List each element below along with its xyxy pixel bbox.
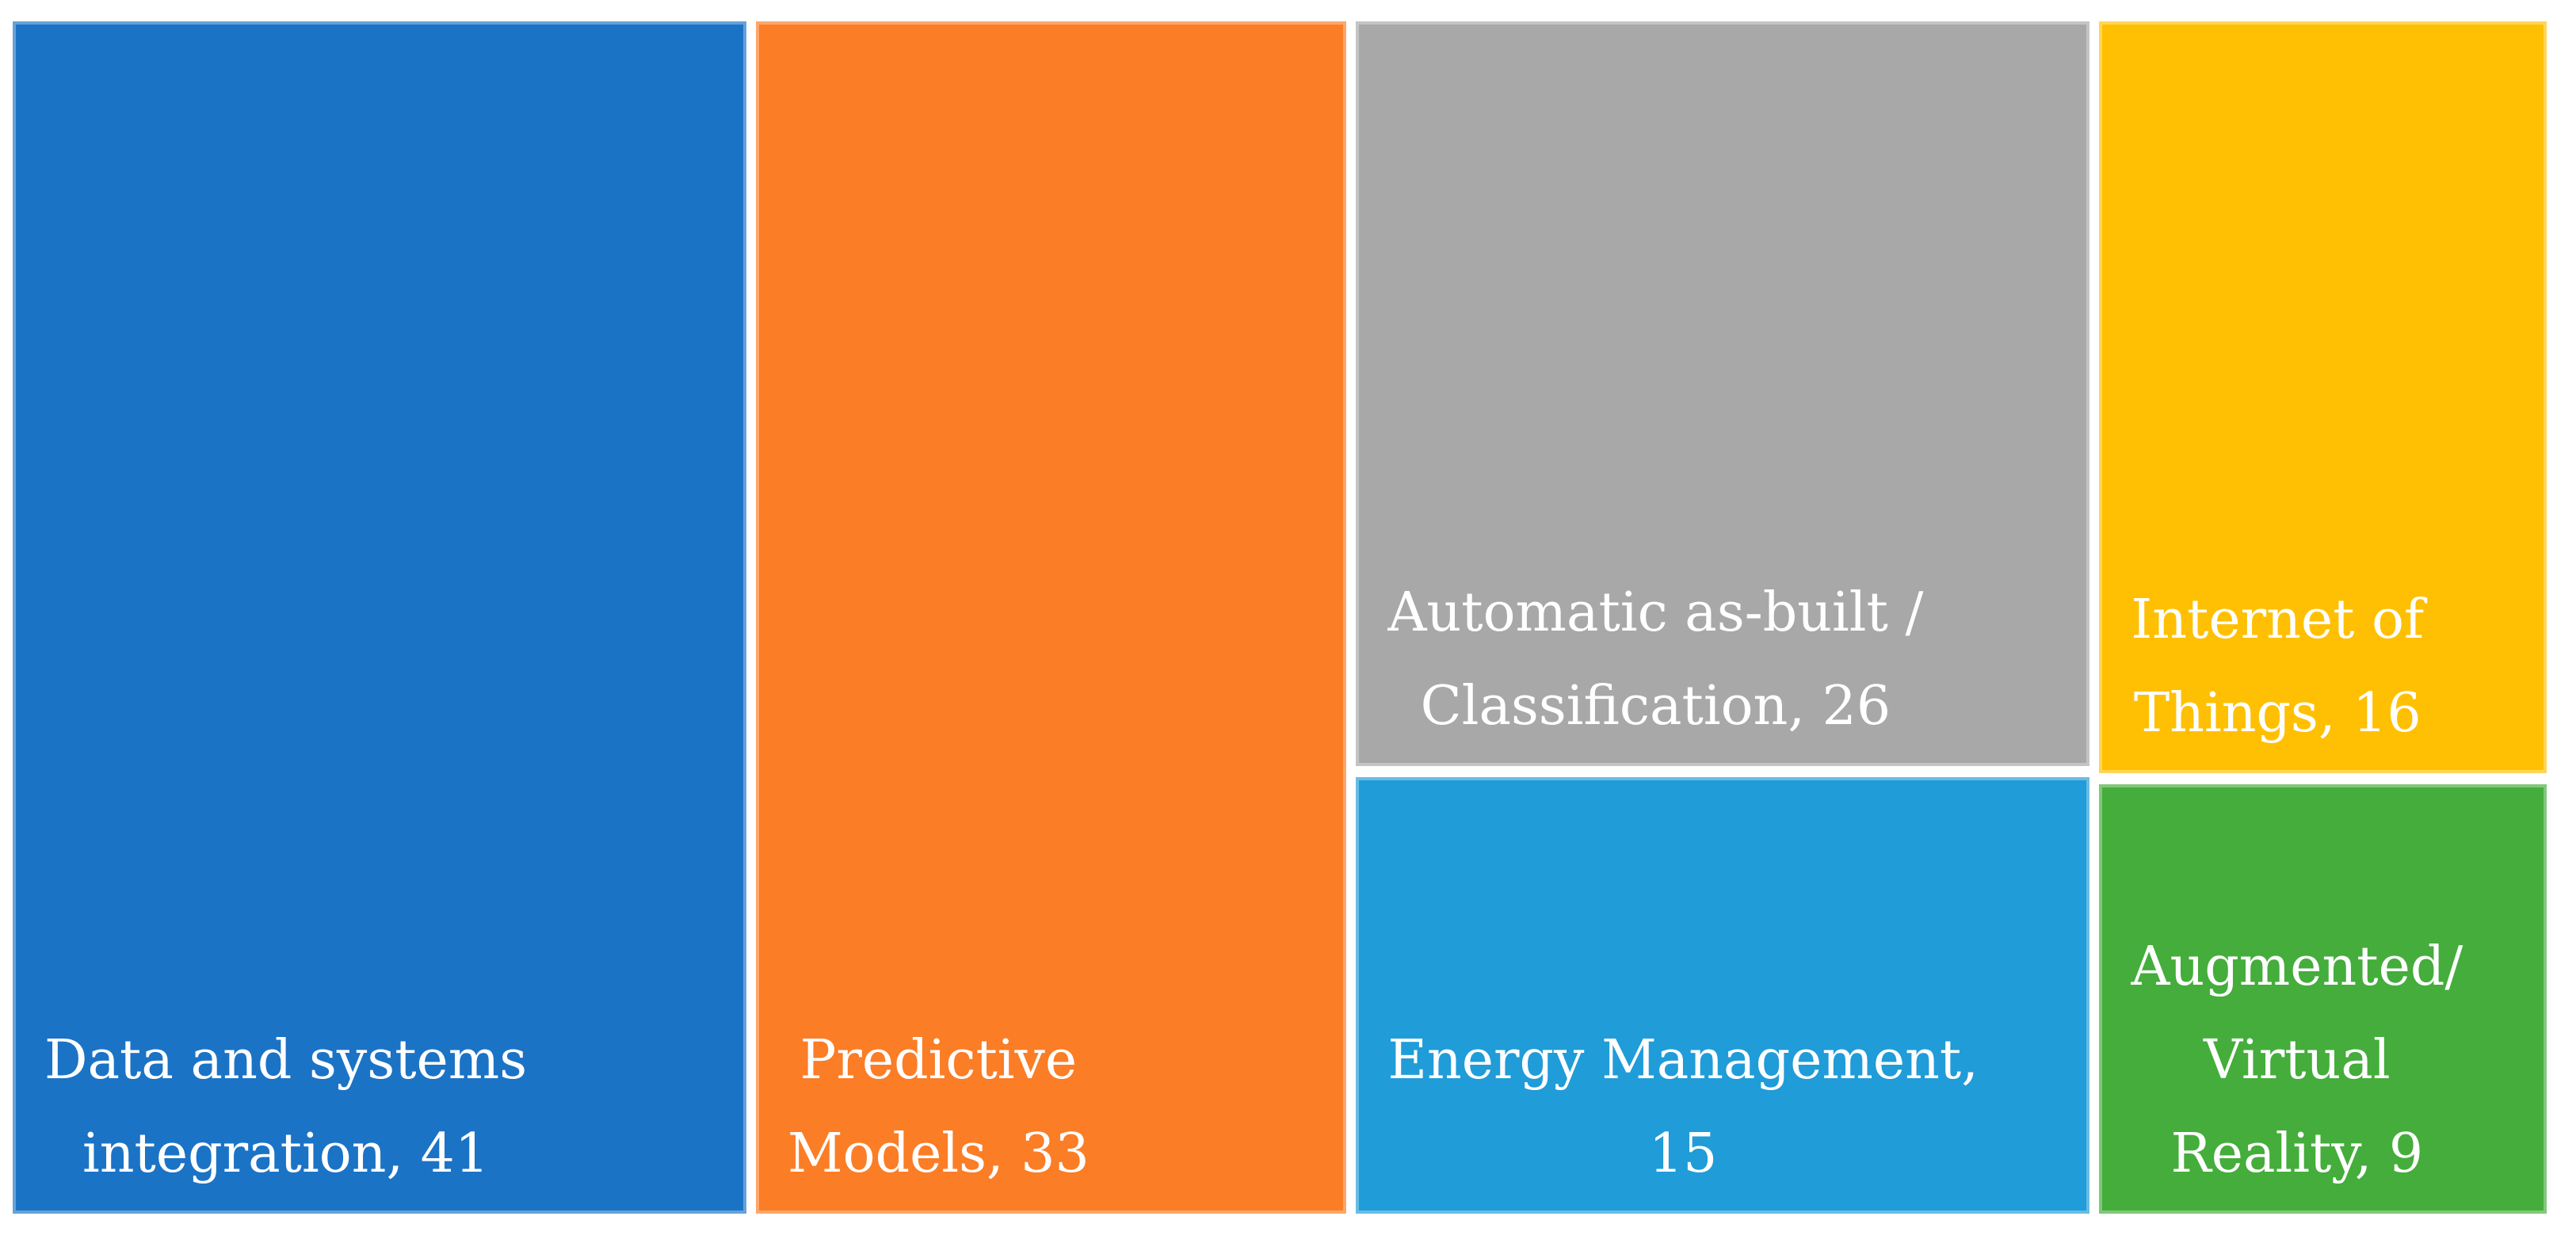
- treemap-tile-energy-management: Energy Management, 15: [1356, 777, 2090, 1214]
- tile-label-predictive-models: Predictive Models, 33: [788, 1029, 1090, 1185]
- treemap-column-3: Automatic as-built / Classification, 26 …: [1356, 21, 2090, 1214]
- tile-label-augmented-virtual-reality: Augmented/ Virtual Reality, 9: [2131, 936, 2463, 1185]
- tile-label-internet-of-things: Internet of Things, 16: [2131, 588, 2425, 745]
- treemap-column-1: Data and systems integration, 41: [13, 21, 747, 1214]
- tile-label-data-and-systems-integration: Data and systems integration, 41: [44, 1029, 528, 1185]
- treemap-tile-augmented-virtual-reality: Augmented/ Virtual Reality, 9: [2099, 783, 2547, 1214]
- treemap-tile-predictive-models: Predictive Models, 33: [756, 21, 1347, 1214]
- tile-label-energy-management: Energy Management, 15: [1387, 1029, 1979, 1185]
- treemap-tile-data-and-systems-integration: Data and systems integration, 41: [13, 21, 747, 1214]
- tile-label-automatic-as-built-classification: Automatic as-built / Classification, 26: [1387, 581, 1924, 738]
- treemap-column-2: Predictive Models, 33: [756, 21, 1347, 1214]
- treemap-column-4: Internet of Things, 16 Augmented/ Virtua…: [2099, 21, 2547, 1214]
- treemap-chart: Data and systems integration, 41 Predict…: [13, 21, 2547, 1214]
- treemap-tile-automatic-as-built-classification: Automatic as-built / Classification, 26: [1356, 21, 2090, 767]
- treemap-tile-internet-of-things: Internet of Things, 16: [2099, 21, 2547, 773]
